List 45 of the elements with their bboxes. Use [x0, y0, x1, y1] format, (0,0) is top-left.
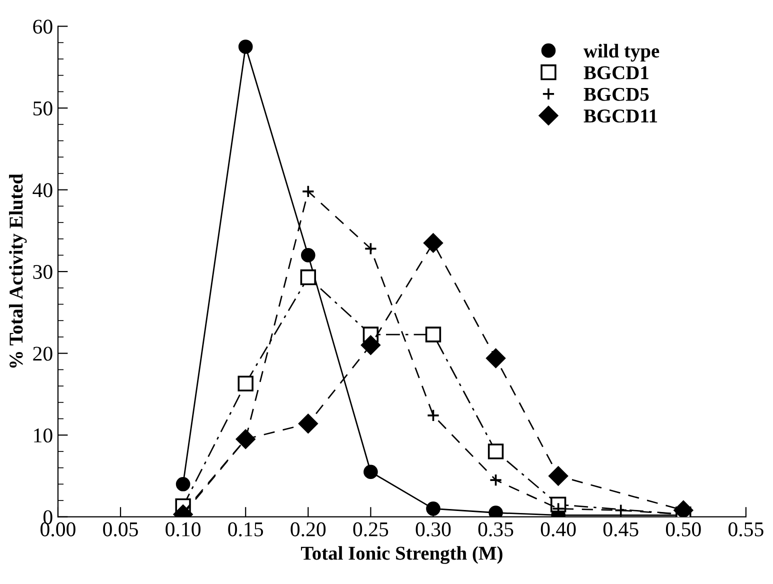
x-tick-label: 0.10 [166, 522, 200, 536]
legend-label: BGCD11 [584, 109, 658, 123]
point [298, 414, 318, 434]
point [300, 269, 316, 286]
x-tick-label: 0.50 [666, 522, 701, 536]
point [488, 506, 503, 517]
x-tick-label: 0.00 [40, 522, 76, 536]
point [486, 348, 506, 368]
x-tick-label: 0.40 [540, 522, 576, 536]
x-tick-label: 0.20 [290, 522, 326, 536]
y-tick-label: 60 [33, 20, 52, 34]
x-tick-label: 0.15 [228, 522, 264, 536]
point [548, 466, 568, 486]
y-tick-label: 40 [32, 183, 52, 198]
point [614, 504, 628, 517]
x-tick-label: 0.05 [103, 522, 138, 536]
point [488, 444, 504, 460]
x-tick-label: 0.25 [353, 522, 388, 536]
y-tick-label: 20 [33, 346, 52, 361]
point [238, 376, 254, 392]
legend-label: BGCD1 [584, 66, 648, 80]
point [423, 233, 443, 253]
y-tick-label: 10 [34, 428, 52, 443]
point [300, 248, 316, 262]
legend-label: wild type [584, 44, 660, 62]
point [364, 242, 378, 256]
x-tick-label: 0.30 [416, 522, 451, 536]
point [364, 464, 378, 480]
y-tick-label: 0 [43, 510, 52, 524]
x-axis-title: Total Ionic Strength (M) [300, 546, 502, 564]
point [302, 184, 315, 198]
point [360, 335, 380, 355]
x-tick-label: 0.35 [478, 522, 514, 536]
point [426, 408, 440, 422]
y-axis-title: % Total Activity Eluted [9, 174, 27, 368]
y-tick-label: 30 [33, 264, 52, 279]
y-tick-label: 50 [33, 101, 52, 116]
point [426, 502, 440, 516]
x-tick-label: 0.45 [603, 522, 638, 536]
point [425, 326, 442, 342]
point [238, 40, 253, 54]
point [489, 474, 502, 487]
legend-label: BGCD5 [584, 88, 649, 101]
point [176, 476, 190, 492]
x-tick-label: 0.55 [728, 522, 764, 536]
